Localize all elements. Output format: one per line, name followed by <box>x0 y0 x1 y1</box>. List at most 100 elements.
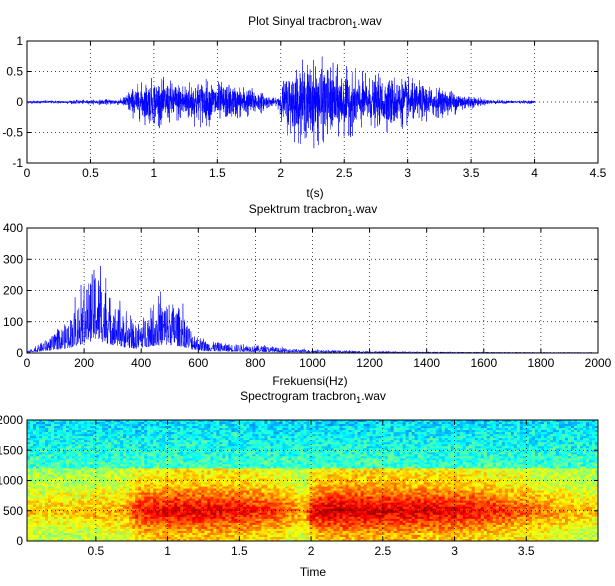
spectrogram-cell <box>147 436 151 439</box>
spectrogram-cell <box>123 488 127 491</box>
spectrum-title-tail: .wav <box>353 202 378 216</box>
spectrogram-cell <box>150 480 154 483</box>
spectrogram-cell <box>42 446 46 449</box>
spectrogram-cell <box>111 508 115 512</box>
spectrogram-cell <box>219 468 223 471</box>
spectrogram-cell <box>162 420 166 423</box>
spectrogram-cell <box>267 462 271 465</box>
spectrogram-cell <box>210 440 214 443</box>
spectrogram-cell <box>216 430 220 433</box>
spectrogram-cell <box>174 454 178 457</box>
spectrogram-cell <box>213 480 217 483</box>
spectrogram-cell <box>144 524 148 528</box>
spectrogram-cell <box>93 522 97 526</box>
spectrogram-cell <box>57 474 61 477</box>
spectrogram-cell <box>30 494 34 498</box>
spectrogram-cell <box>93 480 97 483</box>
spectrogram-cell <box>225 454 229 457</box>
spectrogram-cell <box>111 440 115 443</box>
spectrogram-cell <box>75 498 79 502</box>
spectrogram-cell <box>111 528 115 532</box>
spectrogram-cell <box>150 462 154 465</box>
spectrogram-cell <box>60 450 64 453</box>
spectrogram-cell <box>231 436 235 439</box>
spectrogram-cell <box>108 502 112 506</box>
spectrogram-cell <box>129 444 133 447</box>
spectrogram-cell <box>150 490 154 493</box>
spectrogram-cell <box>249 428 253 431</box>
spectrogram-cell <box>39 516 43 520</box>
spectrogram-cell <box>111 446 115 449</box>
spectrogram-cell <box>54 430 58 433</box>
spectrogram-cell <box>42 428 46 431</box>
spectrogram-cell <box>84 494 88 498</box>
spectrogram-cell <box>123 536 127 540</box>
spectrogram-cell <box>69 422 73 425</box>
spectrogram-cell <box>33 518 37 522</box>
spectrogram-cell <box>108 424 112 427</box>
spectrogram-cell <box>36 470 40 473</box>
spectrogram-cell <box>27 488 31 491</box>
spectrogram-cell <box>195 424 199 427</box>
spectrogram-cell <box>150 502 154 506</box>
spectrogram-cell <box>159 456 163 459</box>
spectrogram-cell <box>99 478 103 481</box>
spectrogram-cell <box>240 466 244 469</box>
spectrogram-cell <box>261 424 265 427</box>
spectrum-ticks: 0 200 400 600 800 1000 1200 1400 1600 1800 2000010… <box>3 221 612 370</box>
spectrogram-cell <box>150 474 154 477</box>
spectrogram-cell <box>48 492 52 496</box>
spectrogram-cell <box>222 520 226 524</box>
spectrogram-cell <box>165 458 169 461</box>
spectrogram-cell <box>192 480 196 483</box>
spectrogram-cell <box>210 514 214 518</box>
spectrogram-cell <box>186 420 190 423</box>
spectrogram-cell <box>258 490 262 493</box>
spectrogram-cell <box>210 488 214 491</box>
spectrogram-cell <box>171 494 175 498</box>
spectrogram-cell <box>174 474 178 477</box>
spectrogram-cell <box>126 480 130 483</box>
spectrogram-cell <box>165 512 169 516</box>
spectrogram-cell <box>234 462 238 465</box>
spectrogram-cell <box>228 508 232 512</box>
spectrogram-cell <box>225 528 229 532</box>
spectrogram-cell <box>240 458 244 461</box>
spectrogram-cell <box>45 480 49 483</box>
spectrogram-cell <box>225 448 229 451</box>
spectrogram-cell <box>111 442 115 445</box>
spectrogram-cell <box>183 536 187 540</box>
spectrogram-cell <box>225 538 229 542</box>
spectrogram-cell <box>126 500 130 504</box>
spectrogram-cell <box>234 454 238 457</box>
spectrogram-cell <box>264 494 268 498</box>
spectrogram-cell <box>132 448 136 451</box>
spectrogram-cell <box>48 506 52 510</box>
spectrogram-cell <box>90 434 94 437</box>
spectrogram-cell <box>234 436 238 439</box>
spectrogram-cell <box>168 462 172 465</box>
spectrogram-cell <box>156 498 160 502</box>
spectrogram-cell <box>258 492 262 496</box>
spectrogram-cell <box>39 534 43 538</box>
spectrogram-cell <box>240 464 244 467</box>
spectrogram-cell <box>123 444 127 447</box>
spectrogram-cell <box>198 498 202 502</box>
spectrogram-cell <box>39 470 43 473</box>
spectrogram-cell <box>222 538 226 542</box>
spectrogram-cell <box>87 514 91 518</box>
spectrogram-cell <box>54 522 58 526</box>
spectrogram-cell <box>45 460 49 463</box>
spectrogram-cell <box>48 524 52 528</box>
spectrogram-cell <box>198 510 202 514</box>
spectrogram-cell <box>153 498 157 502</box>
spectrogram-cell <box>264 448 268 451</box>
spectrogram-cell <box>54 470 58 473</box>
spectrogram-cell <box>252 456 256 459</box>
spectrogram-cell <box>39 490 43 493</box>
spectrogram-cell <box>159 470 163 473</box>
spectrogram-cell <box>222 508 226 512</box>
spectrogram-cell <box>168 532 172 536</box>
spectrogram-cell <box>30 430 34 433</box>
spectrogram-cell <box>261 510 265 514</box>
